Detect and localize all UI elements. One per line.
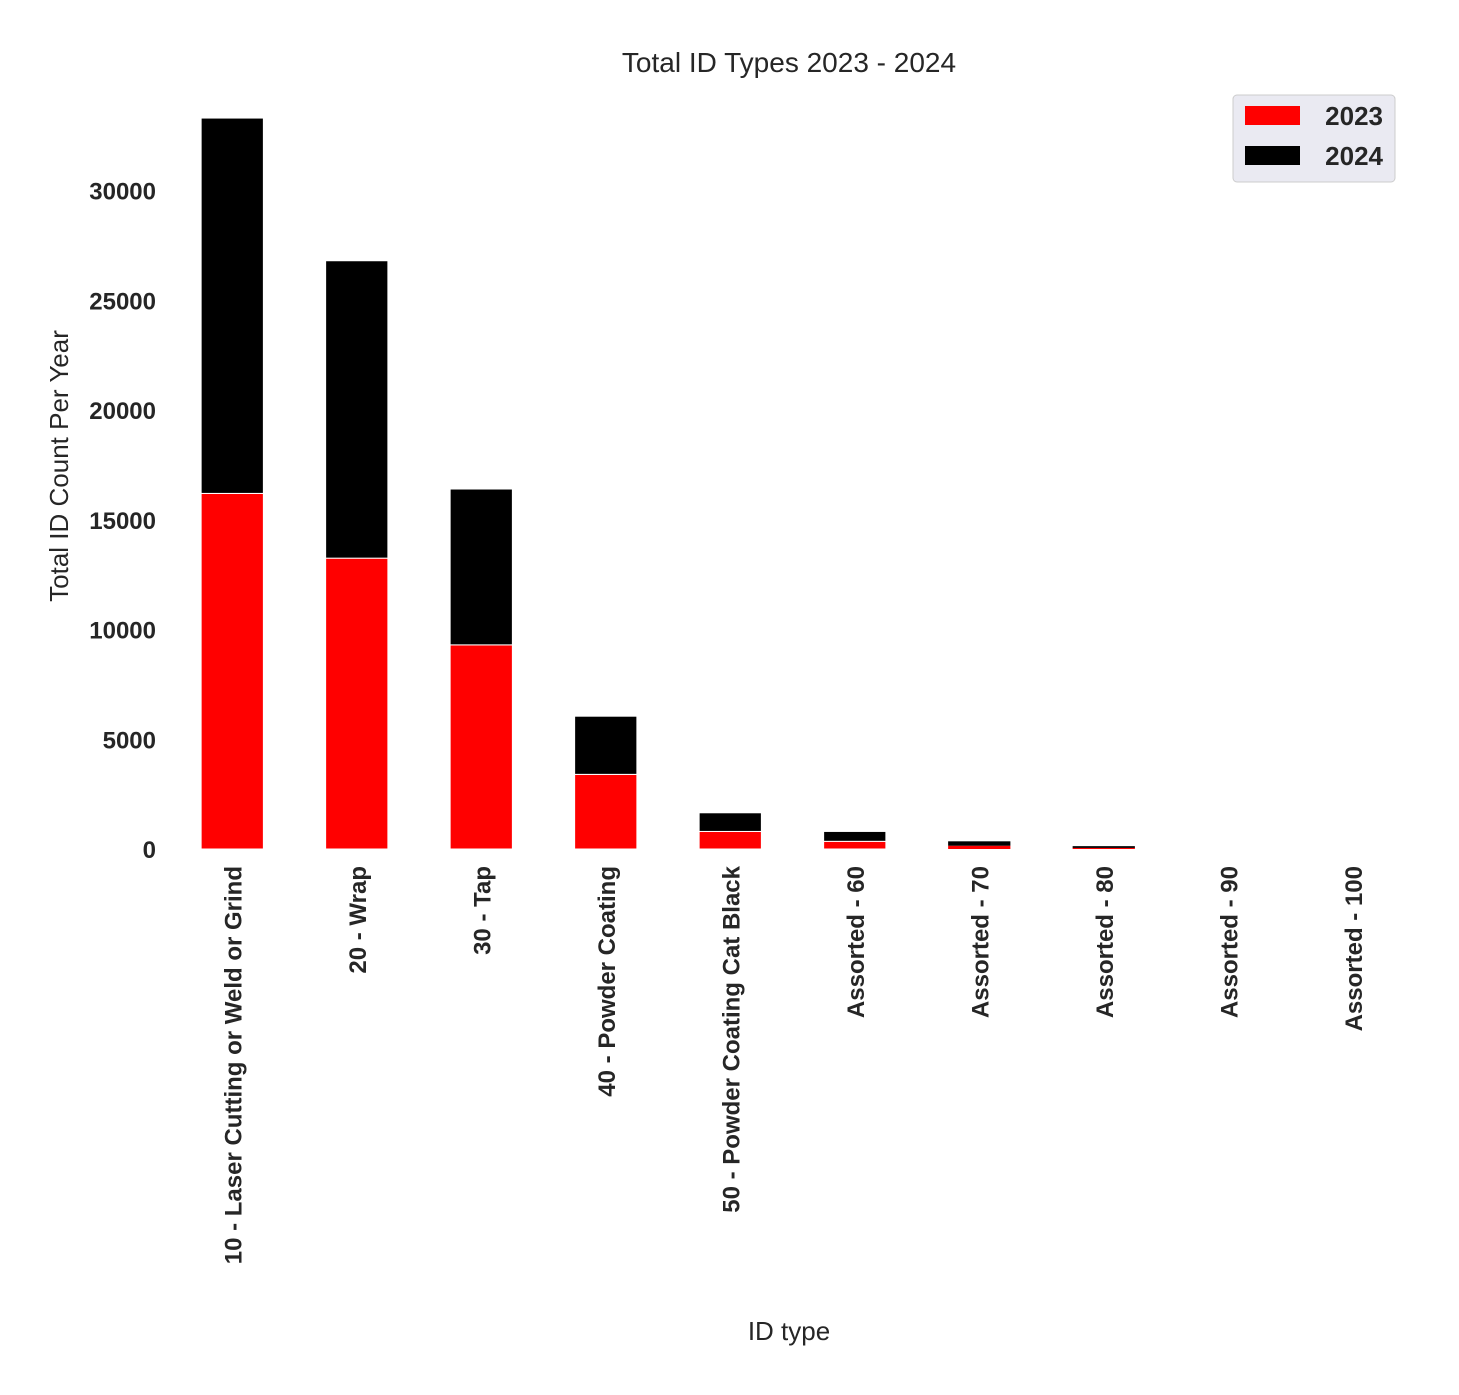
x-tick-label: Assorted - 90 [1216,866,1243,1018]
y-tick-label: 30000 [89,179,156,206]
x-tick-label: 50 - Powder Coating Cat Black [718,865,745,1212]
y-tick-label: 25000 [89,288,156,315]
y-tick-label: 10000 [89,618,156,645]
legend-swatch-2024 [1245,146,1300,165]
bar-2023-7 [948,845,1011,849]
y-tick-label: 20000 [89,398,156,425]
chart-title: Total ID Types 2023 - 2024 [622,47,956,78]
legend: 2023 2024 [1232,94,1396,183]
x-tick-label: Assorted - 100 [1341,866,1368,1031]
bar-2023-2 [325,557,389,850]
bar-2023-3 [449,644,513,850]
bar-2024-8 [1072,846,1135,848]
x-tick-label: Assorted - 60 [843,866,870,1018]
bar-2023-5 [698,830,762,850]
bar-2024-1 [200,117,264,494]
y-tick-label: 0 [143,837,156,864]
bar-2024-2 [325,260,389,559]
x-tick-label: 40 - Powder Coating [594,866,621,1097]
x-tick-label: Assorted - 70 [967,866,994,1018]
legend-label-2024: 2024 [1325,141,1383,171]
bar-2023-4 [574,773,638,850]
y-tick-labels: 0 5000 10000 15000 20000 25000 30000 [89,179,156,865]
bar-2023-8 [1072,847,1135,849]
y-axis-label: Total ID Count Per Year [44,330,74,602]
bar-2024-6 [823,830,887,842]
bar-2024-5 [698,812,762,832]
bar-2023-1 [200,492,264,850]
bar-2024-3 [449,488,513,646]
x-tick-label: 10 - Laser Cutting or Weld or Grind [220,866,247,1264]
x-tick-label: Assorted - 80 [1092,866,1119,1018]
legend-swatch-2023 [1245,106,1300,125]
bar-2024-4 [574,715,638,775]
legend-label-2023: 2023 [1325,101,1383,131]
bar-2024-7 [948,841,1011,846]
x-tick-labels: 10 - Laser Cutting or Weld or Grind 20 - … [220,865,1368,1264]
x-axis-label: ID type [748,1316,830,1346]
bars-group [200,117,1135,850]
x-tick-label: 20 - Wrap [345,866,372,974]
bar-2023-6 [823,840,887,850]
x-tick-label: 30 - Tap [469,866,496,955]
y-tick-label: 5000 [103,727,156,754]
y-tick-label: 15000 [89,508,156,535]
